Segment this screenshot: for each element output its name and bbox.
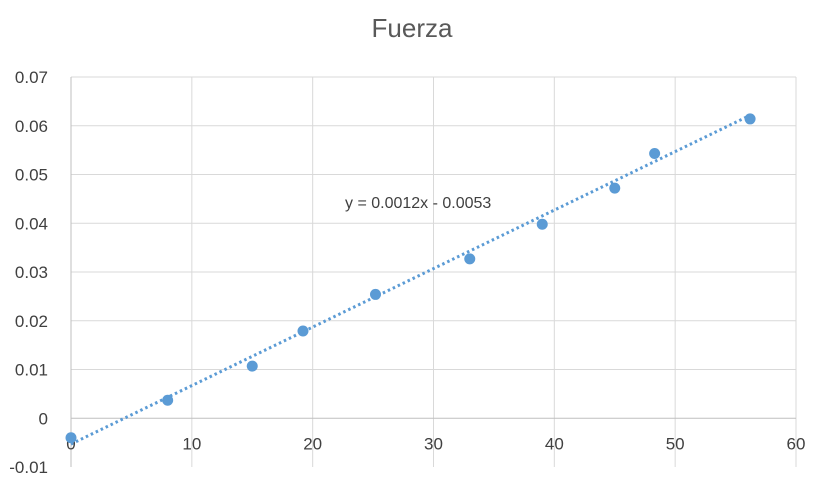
y-tick-label: -0.01 xyxy=(9,458,48,477)
data-point xyxy=(370,288,381,300)
x-tick-label: 50 xyxy=(666,434,685,453)
data-point xyxy=(246,360,258,372)
y-tick-label: 0.01 xyxy=(15,361,48,380)
grid-lines xyxy=(71,76,797,467)
data-point xyxy=(297,325,309,337)
trendline-equation-label: y = 0.0012x - 0.0053 xyxy=(345,195,491,212)
axes xyxy=(70,77,796,467)
y-tick-label: 0.04 xyxy=(15,214,48,233)
trendline xyxy=(70,113,751,446)
chart-title: Fuerza xyxy=(372,13,453,43)
y-tick-label: 0.05 xyxy=(15,166,48,185)
trendline-group xyxy=(70,113,751,446)
x-tick-label: 60 xyxy=(787,434,806,453)
data-point xyxy=(649,148,661,160)
x-tick-label: 30 xyxy=(424,434,443,453)
data-point xyxy=(65,432,77,444)
x-tick-label: 10 xyxy=(182,434,201,453)
x-axis-tick-labels: 0102030405060 xyxy=(66,434,805,453)
y-axis-tick-labels: -0.01 0 0.01 0.02 0.03 0.04 0.05 0.06 0.07 xyxy=(9,68,48,477)
y-tick-label: 0.07 xyxy=(15,68,48,87)
x-tick-label: 20 xyxy=(303,434,322,453)
x-tick-label: 40 xyxy=(545,434,564,453)
data-point xyxy=(464,253,476,265)
data-point xyxy=(609,182,621,194)
data-point xyxy=(162,394,174,406)
data-points xyxy=(65,113,756,444)
y-tick-label: 0.03 xyxy=(15,263,48,282)
y-tick-label: 0.02 xyxy=(15,312,48,331)
data-point xyxy=(536,218,548,230)
y-tick-label: 0 xyxy=(39,409,48,428)
data-point xyxy=(744,113,756,125)
y-tick-label: 0.06 xyxy=(15,117,48,136)
